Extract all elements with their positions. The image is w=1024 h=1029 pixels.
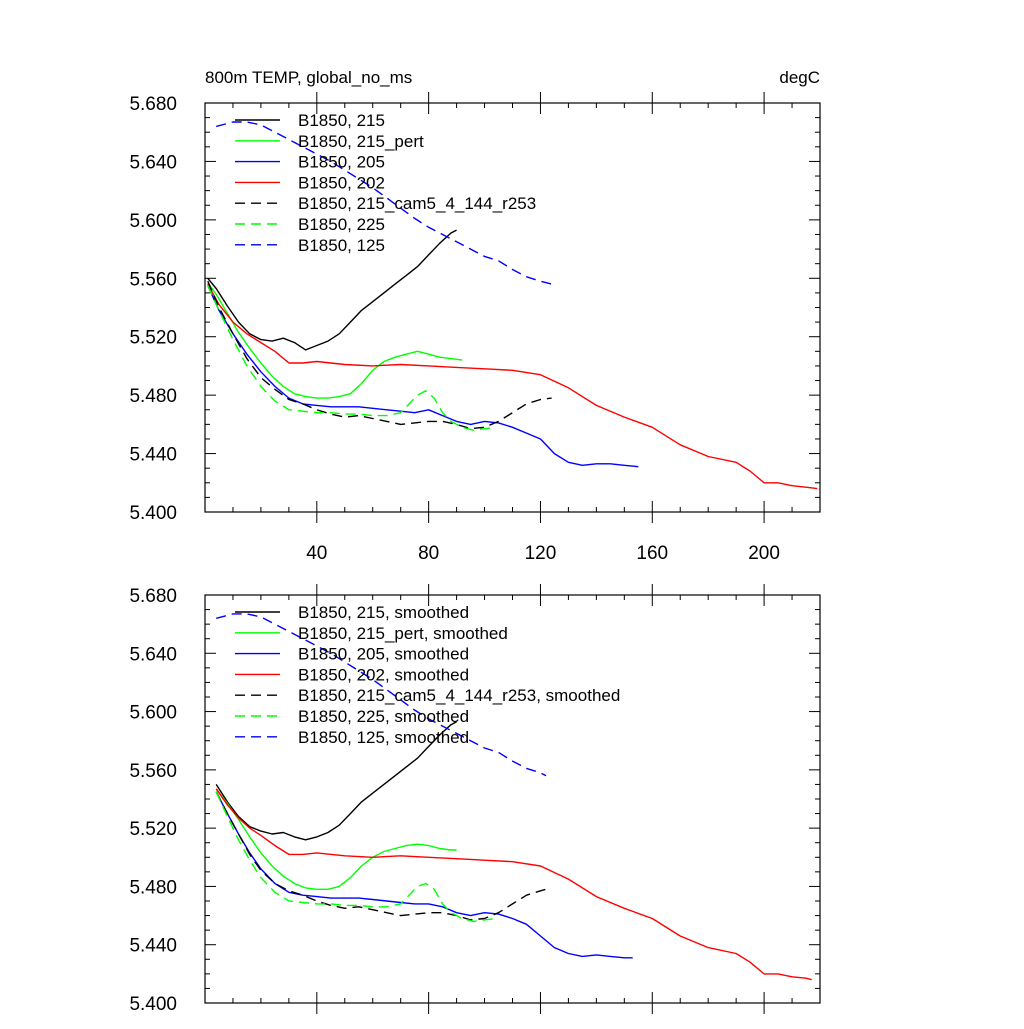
series-line-4 bbox=[207, 280, 552, 430]
series-line-5 bbox=[207, 285, 496, 431]
legend-label: B1850, 125 bbox=[298, 236, 385, 255]
series-line-6 bbox=[216, 121, 552, 285]
chart-panels: 5.400 5.440 5.480 5.520 5.560 5.600 5.640 5.680… bbox=[129, 92, 821, 1015]
x-tick-label: 120 bbox=[525, 543, 557, 564]
series-line-2 bbox=[215, 791, 633, 959]
x-tick-label: 80 bbox=[418, 543, 439, 564]
legend-label: B1850, 225 bbox=[298, 215, 385, 234]
y-tick-label: 5.520 bbox=[129, 819, 177, 840]
y-tick-label: 5.520 bbox=[129, 328, 177, 349]
legend-label: B1850, 215_cam5_4_144_r253 bbox=[298, 194, 536, 213]
series-line-4 bbox=[215, 791, 547, 921]
y-tick-label: 5.640 bbox=[129, 644, 177, 665]
series-line-0 bbox=[215, 721, 457, 841]
legend-label: B1850, 215_cam5_4_144_r253, smoothed bbox=[298, 686, 620, 705]
y-tick-label: 5.440 bbox=[129, 445, 177, 466]
legend-label: B1850, 215, smoothed bbox=[298, 603, 469, 622]
y-tick-label: 5.600 bbox=[129, 703, 177, 724]
x-tick-label: 200 bbox=[748, 543, 780, 564]
x-tick-label: 40 bbox=[306, 543, 327, 564]
y-tick-label: 5.480 bbox=[129, 386, 177, 407]
legend-label: B1850, 205 bbox=[298, 153, 385, 172]
y-tick-label: 5.600 bbox=[129, 211, 177, 232]
legend-label: B1850, 205, smoothed bbox=[298, 645, 469, 664]
y-tick-label: 5.680 bbox=[129, 94, 177, 115]
legend-label: B1850, 225, smoothed bbox=[298, 707, 469, 726]
y-tick-label: 5.560 bbox=[129, 761, 177, 782]
x-tick-label: 160 bbox=[636, 543, 668, 564]
series-line-0 bbox=[207, 229, 457, 351]
y-tick-label: 5.400 bbox=[129, 503, 177, 524]
legend-label: B1850, 202 bbox=[298, 173, 385, 192]
series-line-5 bbox=[215, 791, 496, 923]
series-line-3 bbox=[207, 283, 818, 490]
y-tick-label: 5.560 bbox=[129, 269, 177, 290]
series-line-1 bbox=[215, 788, 457, 890]
legend-label: B1850, 215_pert bbox=[298, 132, 424, 151]
chart-panel-bottom: 5.400 5.440 5.480 5.520 5.560 5.600 5.640 5.680… bbox=[129, 584, 821, 1015]
series-line-2 bbox=[207, 285, 639, 468]
chart-panel-top: 5.400 5.440 5.480 5.520 5.560 5.600 5.640 5.680… bbox=[129, 92, 821, 564]
figure-units: degC bbox=[779, 68, 820, 87]
y-tick-label: 5.680 bbox=[129, 586, 177, 607]
legend-label: B1850, 125, smoothed bbox=[298, 728, 469, 747]
y-tick-label: 5.480 bbox=[129, 877, 177, 898]
legend-label: B1850, 215_pert, smoothed bbox=[298, 624, 508, 643]
y-tick-label: 5.440 bbox=[129, 936, 177, 957]
series-line-1 bbox=[207, 282, 463, 399]
figure-title: 800m TEMP, global_no_ms bbox=[205, 68, 412, 87]
legend-label: B1850, 202, smoothed bbox=[298, 665, 469, 684]
y-tick-label: 5.400 bbox=[129, 994, 177, 1015]
y-tick-label: 5.640 bbox=[129, 152, 177, 173]
series-line-3 bbox=[215, 788, 812, 981]
legend-label: B1850, 215 bbox=[298, 111, 385, 130]
